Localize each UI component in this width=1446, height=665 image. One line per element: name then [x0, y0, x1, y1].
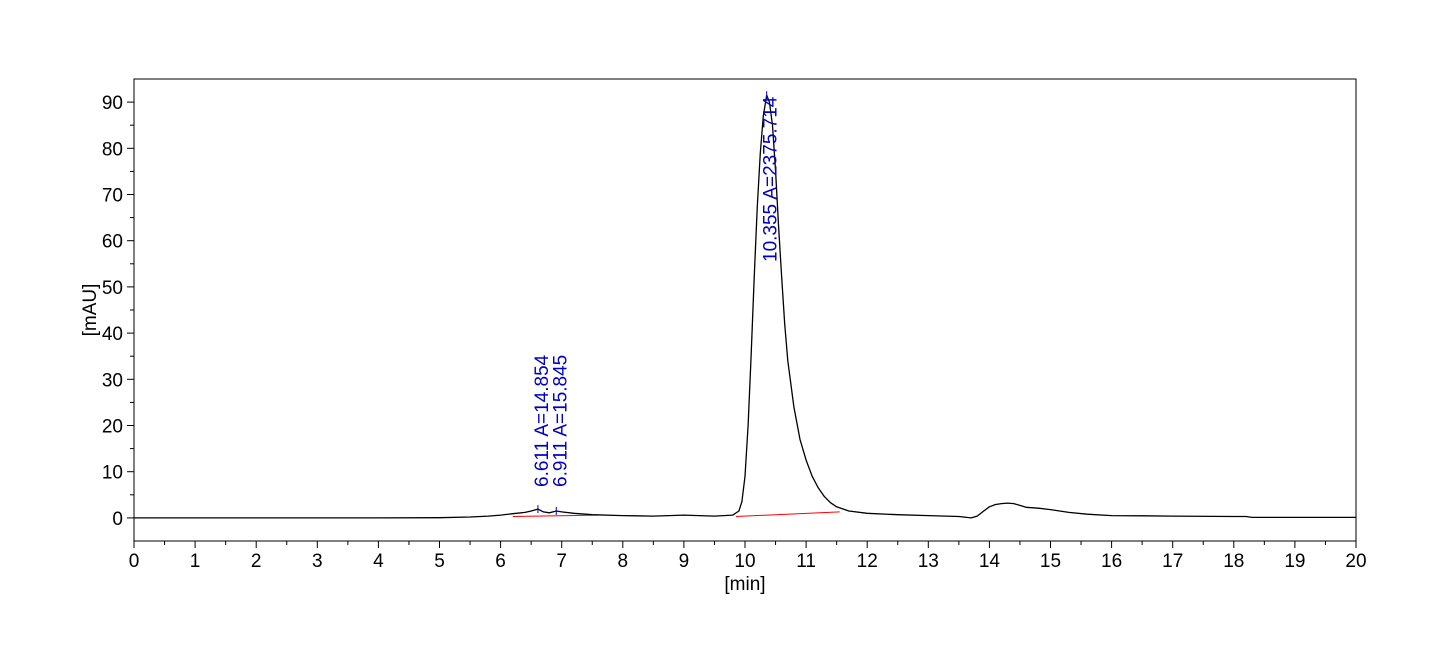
- x-tick-label: 0: [129, 551, 140, 572]
- series-line: [134, 94, 1356, 519]
- chromatogram-trace: [134, 94, 1356, 519]
- x-tick-label: 5: [434, 551, 445, 572]
- x-tick-label: 10: [734, 551, 755, 572]
- x-tick-label: 14: [979, 551, 1001, 572]
- plot-area: [133, 78, 1357, 542]
- x-tick-label: 6: [495, 551, 506, 572]
- y-axis-title: [mAU]: [80, 284, 101, 337]
- x-axis-title: [min]: [724, 574, 765, 595]
- y-tick-label: 60: [102, 232, 123, 253]
- x-tick-label: 1: [190, 551, 201, 572]
- y-tick-label: 20: [102, 417, 123, 438]
- y-axis: 0 10 20 30 40 50 60 70 80 90: [102, 93, 134, 530]
- x-tick-label: 16: [1101, 551, 1122, 572]
- x-tick-label: 17: [1162, 551, 1183, 572]
- peak-label: 6.611 A=14.854: [532, 354, 553, 487]
- y-tick-label: 90: [102, 93, 123, 114]
- x-tick-label: 2: [251, 551, 262, 572]
- x-tick-label: 13: [918, 551, 939, 572]
- x-tick-label: 9: [679, 551, 690, 572]
- peak-label: 6.911 A=15.845: [550, 355, 571, 487]
- y-tick-label: 70: [102, 186, 123, 207]
- x-tick-label: 19: [1284, 551, 1305, 572]
- y-tick-label: 10: [102, 463, 123, 484]
- x-tick-label: 7: [556, 551, 567, 572]
- peak-label: 10.355 A=2375.714: [761, 96, 782, 262]
- y-tick-label: 80: [102, 139, 123, 160]
- x-axis: 0 1 2 3 4 5 6 7 8 9 10 11 12 13 14 15 16 17 18 19 20: [129, 541, 1367, 572]
- y-tick-label: 50: [102, 278, 123, 299]
- x-tick-label: 11: [796, 551, 816, 572]
- integration-baselines: [512, 511, 840, 518]
- x-tick-label: 8: [618, 551, 629, 572]
- x-tick-label: 15: [1040, 551, 1061, 572]
- baseline-segment: [512, 514, 599, 518]
- x-tick-label: 3: [312, 551, 323, 572]
- x-tick-label: 18: [1223, 551, 1244, 572]
- x-tick-label: 4: [373, 551, 384, 572]
- x-tick-label: 20: [1345, 551, 1366, 572]
- x-tick-label: 12: [857, 551, 878, 572]
- baseline-segment: [735, 511, 840, 518]
- y-tick-label: 0: [112, 509, 123, 530]
- y-tick-label: 40: [102, 324, 123, 345]
- y-tick-label: 30: [102, 370, 123, 391]
